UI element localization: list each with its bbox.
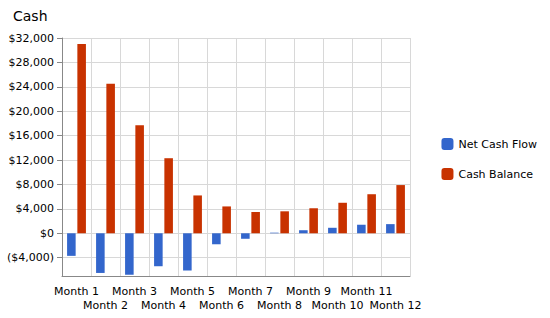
svg-text:$4,000: $4,000: [16, 202, 55, 215]
svg-text:$0: $0: [40, 227, 54, 240]
svg-text:Month 9: Month 9: [286, 285, 331, 298]
svg-text:Net Cash Flow: Net Cash Flow: [458, 138, 537, 151]
svg-text:$16,000: $16,000: [9, 129, 55, 142]
svg-text:Month 7: Month 7: [228, 285, 273, 298]
svg-text:Cash Balance: Cash Balance: [458, 168, 533, 181]
svg-text:Month 3: Month 3: [112, 285, 157, 298]
svg-text:Cash: Cash: [13, 8, 48, 24]
svg-text:Month 1: Month 1: [54, 285, 99, 298]
svg-text:$28,000: $28,000: [9, 56, 55, 69]
svg-text:Month 8: Month 8: [257, 299, 302, 312]
svg-text:Month 6: Month 6: [199, 299, 244, 312]
svg-text:($4,000): ($4,000): [7, 251, 54, 264]
svg-text:Month 10: Month 10: [312, 299, 364, 312]
svg-text:$12,000: $12,000: [9, 154, 55, 167]
svg-text:$20,000: $20,000: [9, 105, 55, 118]
svg-text:$24,000: $24,000: [9, 80, 55, 93]
svg-text:Month 2: Month 2: [83, 299, 128, 312]
svg-text:$8,000: $8,000: [16, 178, 55, 191]
svg-text:$32,000: $32,000: [9, 32, 55, 45]
svg-text:Month 11: Month 11: [341, 285, 393, 298]
svg-text:Month 5: Month 5: [170, 285, 215, 298]
svg-text:Month 12: Month 12: [370, 299, 422, 312]
svg-text:Month 4: Month 4: [141, 299, 186, 312]
